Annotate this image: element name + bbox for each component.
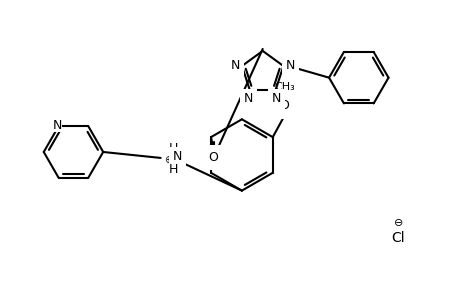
Text: N: N — [244, 92, 253, 105]
Text: O: O — [207, 151, 218, 164]
Text: H: H — [168, 142, 178, 154]
Text: N: N — [230, 59, 240, 73]
Text: N: N — [53, 119, 62, 132]
Text: ⊕: ⊕ — [164, 155, 172, 165]
Text: H: H — [168, 163, 178, 176]
Text: CH₃: CH₃ — [274, 82, 294, 92]
Text: N: N — [285, 59, 294, 73]
Text: N: N — [172, 150, 181, 164]
Text: ⊖: ⊖ — [393, 218, 402, 228]
Text: N: N — [271, 92, 280, 105]
Text: Cl: Cl — [391, 231, 404, 245]
Text: O: O — [279, 99, 289, 112]
